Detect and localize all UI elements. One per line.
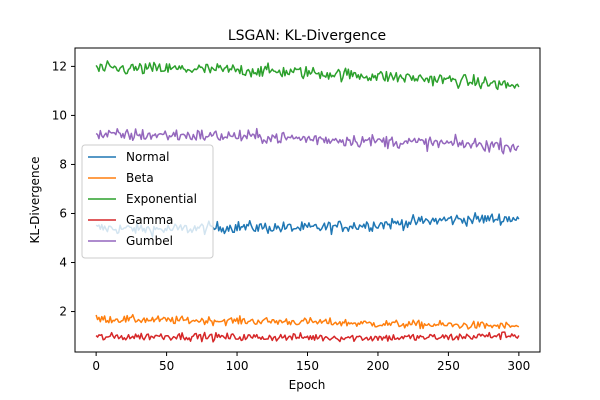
chart-title: LSGAN: KL-Divergence <box>228 28 386 44</box>
legend: Normal Beta Exponential Gamma Gumbel <box>81 144 214 259</box>
y-tick-label: 4 <box>59 256 67 270</box>
x-tick-label: 50 <box>159 359 174 373</box>
legend-box <box>81 144 214 259</box>
y-tick-label: 2 <box>59 305 67 319</box>
y-tick-label: 8 <box>59 157 67 171</box>
series-line-gamma <box>95 331 520 343</box>
legend-label-gumbel: Gumbel <box>126 234 173 248</box>
series-line-gumbel <box>95 127 520 155</box>
x-tick-label: 300 <box>507 359 530 373</box>
x-tick-label: 200 <box>367 359 390 373</box>
legend-label-gamma: Gamma <box>126 213 173 227</box>
x-tick-label: 150 <box>296 359 319 373</box>
legend-label-normal: Normal <box>126 150 169 164</box>
y-tick-label: 6 <box>59 206 67 220</box>
y-axis-label: KL-Divergence <box>28 156 42 243</box>
x-tick-label: 250 <box>437 359 460 373</box>
y-tick-label: 10 <box>52 108 67 122</box>
y-axis: 2 4 6 8 10 12 <box>52 59 75 319</box>
x-axis-label: Epoch <box>289 378 326 392</box>
x-axis: 0 50 100 150 200 250 300 <box>92 352 530 373</box>
legend-label-beta: Beta <box>126 171 154 185</box>
series-line-exponential <box>95 60 520 91</box>
x-tick-label: 100 <box>226 359 249 373</box>
series-line-beta <box>95 313 520 330</box>
legend-label-exponential: Exponential <box>126 192 197 206</box>
x-tick-label: 0 <box>92 359 100 373</box>
y-tick-label: 12 <box>52 59 67 73</box>
